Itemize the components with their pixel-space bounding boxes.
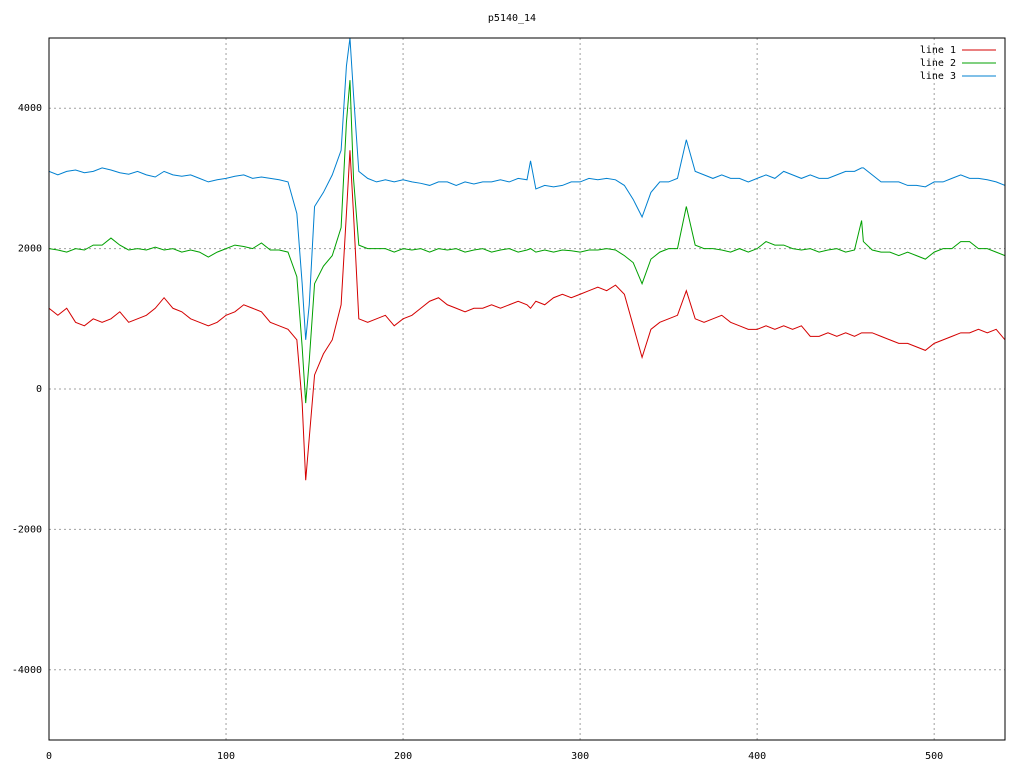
x-tick-label: 300 [571, 751, 589, 762]
legend-label: line 3 [920, 71, 956, 82]
y-tick-label: -2000 [12, 524, 42, 535]
y-tick-label: 0 [36, 384, 42, 395]
data-line [49, 150, 1005, 481]
chart-title: p5140_14 [488, 13, 536, 24]
x-tick-label: 100 [217, 751, 235, 762]
x-tick-label: 500 [925, 751, 943, 762]
x-tick-label: 200 [394, 751, 412, 762]
data-line [49, 38, 1005, 340]
x-tick-label: 0 [46, 751, 52, 762]
x-tick-label: 400 [748, 751, 766, 762]
data-line [49, 80, 1005, 404]
y-tick-label: -4000 [12, 665, 42, 676]
legend-label: line 2 [920, 58, 956, 69]
y-tick-label: 2000 [18, 244, 42, 255]
plot-frame [48, 37, 1006, 741]
legend-label: line 1 [920, 45, 956, 56]
y-tick-label: 4000 [18, 103, 42, 114]
